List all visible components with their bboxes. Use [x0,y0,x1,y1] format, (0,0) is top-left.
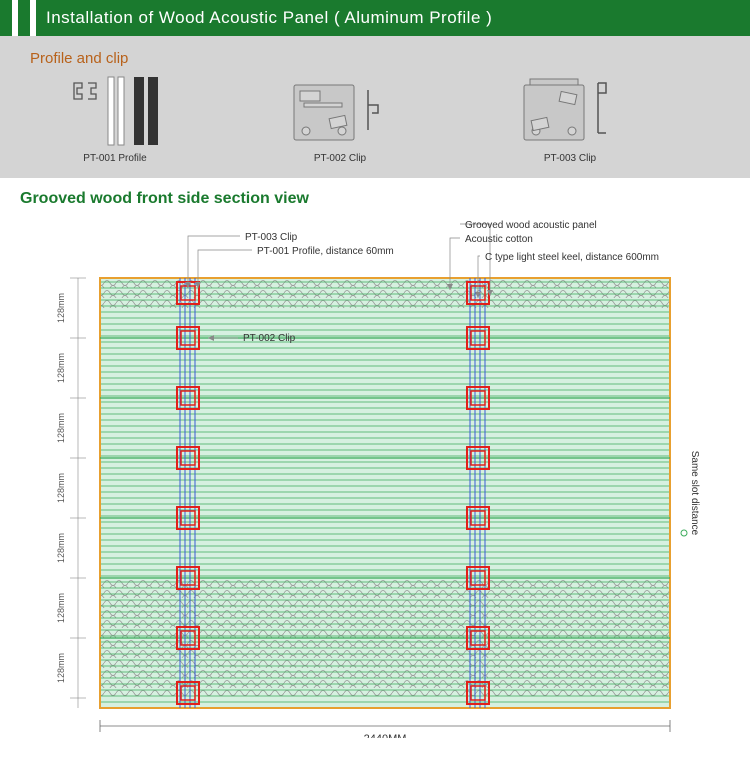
svg-text:Grooved wood acoustic panel: Grooved wood acoustic panel [465,220,597,231]
section-view-title: Grooved wood front side section view [20,190,730,208]
profile-item-pt003: PT-003 Clip [520,75,620,164]
svg-text:Acoustic cotton: Acoustic cotton [465,234,533,245]
svg-text:2440MM: 2440MM [364,733,407,738]
header-stripe [18,0,30,36]
svg-text:128mm: 128mm [56,653,66,683]
svg-text:128mm: 128mm [56,473,66,503]
section-diagram: 128mm 128mm 128mm 128mm 128mm 128mm 128mm 2440M… [20,218,730,738]
section-view: Grooved wood front side section view 128… [0,178,750,758]
profile-pt002-icon [290,75,390,147]
svg-text:C type light steel keel, dista: C type light steel keel, distance 600mm [485,252,659,263]
profile-label: PT-001 Profile [83,153,146,164]
profile-pt003-icon [520,75,620,147]
profile-item-pt002: PT-002 Clip [290,75,390,164]
profile-pt001-icon [70,75,160,147]
profile-label: PT-003 Clip [544,153,596,164]
profile-section: Profile and clip PT-001 Profile [0,36,750,178]
profile-label: PT-002 Clip [314,153,366,164]
profile-item-pt001: PT-001 Profile [70,75,160,164]
header-title: Installation of Wood Acoustic Panel ( Al… [36,0,750,36]
profile-row: PT-001 Profile PT-00 [30,75,720,164]
svg-text:Same slot distance: Same slot distance [689,451,700,536]
header-stripe [0,0,12,36]
svg-text:PT-001 Profile, distance 60mm: PT-001 Profile, distance 60mm [257,246,394,257]
svg-text:128mm: 128mm [56,293,66,323]
header-bar: Installation of Wood Acoustic Panel ( Al… [0,0,750,36]
svg-text:128mm: 128mm [56,593,66,623]
svg-text:PT-003 Clip: PT-003 Clip [245,232,298,243]
svg-text:128mm: 128mm [56,413,66,443]
svg-text:128mm: 128mm [56,353,66,383]
svg-text:PT-002 Clip: PT-002 Clip [243,333,296,344]
profile-section-title: Profile and clip [30,50,720,67]
svg-text:128mm: 128mm [56,533,66,563]
